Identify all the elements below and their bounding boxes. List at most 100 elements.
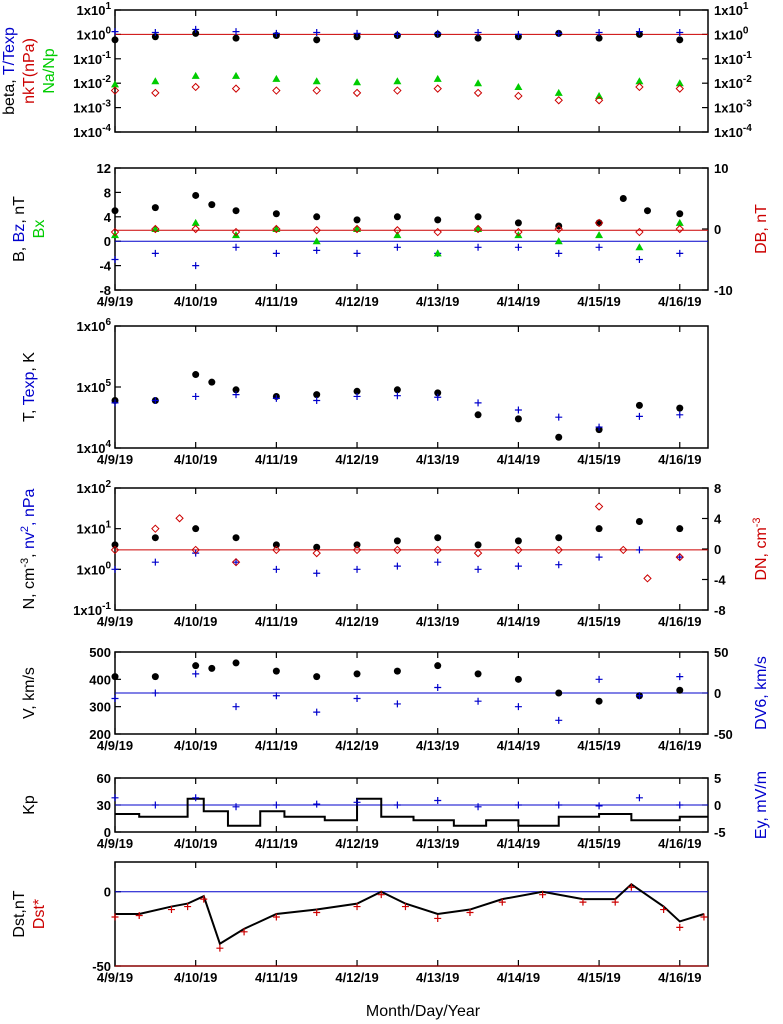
velocity-right-label: DV6, km/s [753,656,770,730]
x-tick-label: 4/9/19 [97,738,133,753]
y-tick-label: 1x10-4 [73,123,111,140]
x-tick-label: 4/12/19 [335,614,378,629]
y2-tick-label: -5 [714,825,726,840]
data-point [579,898,587,906]
data-point [514,415,522,423]
data-point [676,553,684,561]
velocity-ylabel: V, km/s [21,667,38,719]
data-point [675,552,684,562]
data-point [111,28,119,36]
data-point [474,411,482,419]
data-point [192,25,200,33]
data-point [554,224,563,234]
y2-tick-label: 0 [714,542,721,557]
data-point [514,406,522,414]
data-point [474,213,482,221]
data-point [208,201,216,209]
x-tick-label: 4/12/19 [335,836,378,851]
data-point [175,514,184,523]
data-point [232,243,240,251]
data-point [192,191,200,199]
data-point [434,914,442,922]
data-point [514,537,522,545]
data-point [514,562,522,570]
data-point [111,207,119,215]
data-point [675,218,684,226]
data-point [474,541,482,549]
data-point [272,565,280,573]
data-point [594,96,604,105]
data-point [353,78,362,86]
data-point [514,91,523,101]
data-point [401,903,409,911]
x-tick-label: 4/10/19 [174,836,217,851]
data-point [676,525,684,533]
data-point [595,423,603,431]
data-point [594,218,604,228]
y2-tick-label: 5 [714,771,721,786]
data-point [313,213,321,221]
data-point [232,207,240,215]
kp-index-right-label: Ey, mV/m [753,771,770,839]
data-point [353,392,361,400]
data-point [111,673,119,681]
data-point [393,667,401,675]
density-frame [114,487,709,611]
y-tick-label: 1x100 [77,560,112,577]
data-point [393,77,402,85]
data-point [111,399,119,407]
data-point [643,574,652,583]
data-point [635,401,643,409]
data-point [192,670,200,678]
data-point [272,210,280,218]
y-tick-label: 300 [89,700,111,715]
data-point [474,697,482,705]
data-point [474,565,482,573]
data-point [272,545,281,555]
y2-tick-label: -4 [714,573,726,588]
plasma-beta-ylabel3: Na/Np [41,48,58,93]
data-point [434,389,442,397]
data-point [434,684,442,692]
data-point [208,378,216,386]
data-point [192,29,200,37]
data-point [555,249,563,257]
data-point [473,88,483,98]
x-tick-label: 4/14/19 [497,738,540,753]
data-point [635,227,644,237]
data-point [272,913,280,921]
y2-tick-label: -8 [714,603,726,618]
x-tick-label: 4/11/19 [255,452,298,467]
x-tick-label: 4/12/19 [335,738,378,753]
data-point [272,74,281,82]
data-point [433,84,442,93]
data-point [313,28,321,36]
data-point [231,84,241,93]
data-point [353,798,361,806]
x-tick-label: 4/16/19 [658,970,701,985]
data-point [635,256,643,263]
data-point [474,28,482,36]
data-point [474,79,483,87]
data-point [232,391,240,399]
data-point [595,243,603,251]
data-point [232,34,240,42]
data-point [555,433,563,441]
data-point [312,77,321,85]
y-tick-label: 1x100 [77,25,112,42]
data-point [272,29,280,37]
y-tick-label: 1x10-1 [73,50,111,67]
x-tick-label: 4/9/19 [97,294,133,309]
data-point [313,246,321,254]
data-point [232,28,240,36]
data-point [353,670,361,678]
dst-index-ylabel2: Dst* [31,899,48,929]
data-point [434,662,442,670]
data-point [111,694,119,702]
data-point [192,525,200,533]
data-point [595,802,603,810]
y2-tick-label: 1x100 [714,25,749,42]
data-point [312,237,321,245]
data-point [555,413,563,421]
x-tick-label: 4/16/19 [658,614,701,629]
